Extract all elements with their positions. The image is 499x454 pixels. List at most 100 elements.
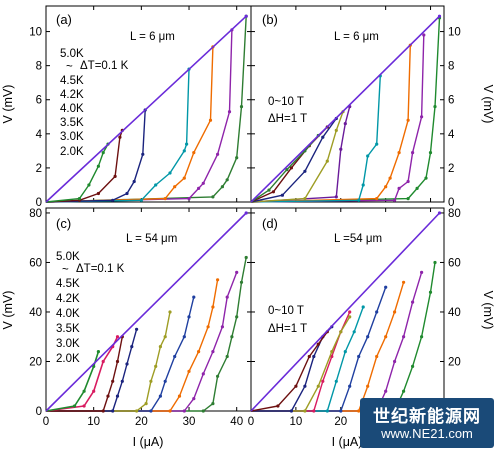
panel-a-temp-30: 3.0K bbox=[60, 131, 84, 143]
panel-d-series-3-point bbox=[375, 310, 379, 314]
panel-d-series-2-point bbox=[375, 354, 379, 359]
panel-b-y-label: V (mV) bbox=[481, 85, 495, 124]
panel-a-series-1-point bbox=[216, 152, 220, 156]
panel-c-series-9 bbox=[45, 212, 247, 412]
panel-c-temp-42: 4.2K bbox=[56, 293, 80, 305]
panel-b-field-step: ΔH=1 T bbox=[268, 113, 307, 125]
panel-c-series-4-point bbox=[163, 335, 167, 339]
panel-b-series-6-point bbox=[303, 169, 307, 173]
panel-d-series-2-point bbox=[393, 310, 397, 314]
panel-a-series-4-point bbox=[125, 191, 129, 196]
panel-a-series-1-point bbox=[201, 181, 205, 185]
panel-c-y-tick-label: 40 bbox=[29, 307, 42, 319]
panel-b-y-tick-label: 10 bbox=[448, 27, 461, 39]
panel-a-label: (a) bbox=[56, 12, 72, 27]
panel-b-series-2-point bbox=[388, 176, 392, 180]
panel-b-field-range: 0~10 T bbox=[268, 96, 304, 108]
panel-d-series-0-point bbox=[433, 260, 437, 265]
panel-c-series-0-point bbox=[239, 280, 244, 284]
panel-d-label: (d) bbox=[262, 216, 278, 231]
panel-a-series-5-point bbox=[118, 135, 122, 139]
panel-d-length: L =54 μm bbox=[334, 233, 382, 245]
plot-layer: 0246810024681001020304002040608001020304… bbox=[29, 6, 461, 428]
panel-d-series-3-point bbox=[339, 409, 343, 413]
panel-a-y-tick-label: 8 bbox=[36, 61, 42, 73]
panel-d-series-3-point bbox=[384, 285, 388, 289]
panel-d-series-8-point bbox=[276, 404, 280, 408]
watermark-url: www.NE21.com bbox=[381, 426, 473, 441]
panel-c-series-3-point bbox=[149, 409, 153, 413]
panel-b-series-6-point bbox=[280, 193, 284, 197]
panel-d-series-8-point bbox=[294, 384, 298, 388]
panel-a-y-tick-label: 4 bbox=[36, 129, 43, 141]
panel-c-series-1-point bbox=[201, 372, 205, 376]
panel-c-temp-40: 4.0K bbox=[56, 308, 80, 320]
panel-c-series-5-point bbox=[135, 327, 139, 331]
panel-a-series-2-point bbox=[208, 118, 213, 122]
panel-d-series-5-point bbox=[321, 379, 325, 383]
panel-a-series-2-point bbox=[163, 197, 167, 201]
panel-a-series-2-point bbox=[182, 176, 186, 180]
panel-a-temp-45: 4.5K bbox=[60, 75, 84, 87]
panel-a-series-3-point bbox=[182, 149, 186, 153]
panel-c-y-tick-label: 20 bbox=[29, 356, 42, 368]
panel-c-series-3-point bbox=[182, 335, 186, 339]
panel-c-x-tick-label: 40 bbox=[230, 416, 243, 428]
panel-b-series-3-point bbox=[357, 198, 361, 202]
panel-b-series-2-point bbox=[406, 118, 410, 122]
panel-b-series-1-point bbox=[406, 179, 410, 184]
panel-a-temp-35: 3.5K bbox=[60, 117, 84, 129]
panel-d-series-1-point bbox=[402, 335, 406, 339]
panel-c-series-8-point bbox=[96, 350, 100, 354]
panel-d-x-label: I (μA) bbox=[332, 435, 363, 449]
panel-a-series-3-point bbox=[154, 183, 158, 187]
panel-c-series-3-point bbox=[187, 315, 191, 319]
panel-b-series-3-point bbox=[366, 154, 370, 158]
panel-c-series-5-point bbox=[120, 379, 124, 383]
panel-d-series-0-point bbox=[402, 389, 406, 393]
panel-c-series-6-point bbox=[106, 394, 110, 398]
panel-c-series-2-point bbox=[216, 278, 220, 282]
panel-a-temp-top: 5.0K bbox=[60, 48, 84, 60]
panel-a-series-0-point bbox=[211, 195, 215, 199]
panel-b-series-1-point bbox=[393, 198, 397, 202]
panel-d-series-7-point bbox=[303, 384, 307, 388]
panel-c-series-5-point bbox=[130, 345, 134, 349]
panel-c-series-7-point bbox=[92, 389, 96, 393]
panel-a-series-6-point bbox=[77, 197, 81, 201]
panel-d-series-6-point bbox=[348, 315, 352, 319]
panel-d-x-tick-label: 20 bbox=[334, 416, 347, 428]
panel-c-y-tick-label: 0 bbox=[36, 406, 42, 418]
panel-d-series-6 bbox=[251, 316, 351, 412]
panel-b-series-4-point bbox=[343, 122, 347, 126]
panel-a-y-tick-label: 0 bbox=[36, 197, 42, 209]
panel-c-series-0-point bbox=[244, 255, 248, 260]
panel-c-series-7-point bbox=[101, 359, 105, 364]
panel-a-series-5-point bbox=[113, 174, 117, 178]
panel-b-series-5-point bbox=[303, 197, 307, 201]
panel-b-series-5-point bbox=[334, 128, 338, 132]
panel-b-series-1-point bbox=[397, 186, 401, 190]
panel-c-series-2-point bbox=[211, 305, 215, 309]
panel-c-temp-20: 2.0K bbox=[56, 353, 80, 365]
panel-c-series-6-point bbox=[101, 409, 105, 413]
panel-c-series-2-point bbox=[187, 369, 191, 373]
panel-a-series-0-point bbox=[220, 185, 224, 189]
panel-d-series-0 bbox=[251, 262, 436, 412]
panel-d-series-6-point bbox=[330, 350, 334, 354]
panel-b-series-3 bbox=[250, 75, 381, 203]
panel-a-series-1-point bbox=[227, 110, 232, 114]
panel-c-series-0-point bbox=[225, 354, 229, 359]
panel-c-series-6-point bbox=[111, 379, 115, 383]
panel-d-series-7-point bbox=[289, 409, 293, 413]
panel-c-series-0-point bbox=[201, 409, 205, 413]
panel-d-series-1-point bbox=[420, 270, 424, 274]
panel-a-series-6 bbox=[45, 143, 109, 203]
panel-c-series-0-point bbox=[235, 315, 239, 319]
panel-a-series-1-point bbox=[187, 197, 191, 201]
panel-d-series-3-point bbox=[348, 384, 352, 388]
panel-a-series-4-point bbox=[141, 152, 145, 156]
panel-d-series-2-point bbox=[402, 280, 406, 284]
panel-b-series-0-point bbox=[433, 105, 437, 109]
panel-c-x-tick-label: 10 bbox=[87, 416, 100, 428]
